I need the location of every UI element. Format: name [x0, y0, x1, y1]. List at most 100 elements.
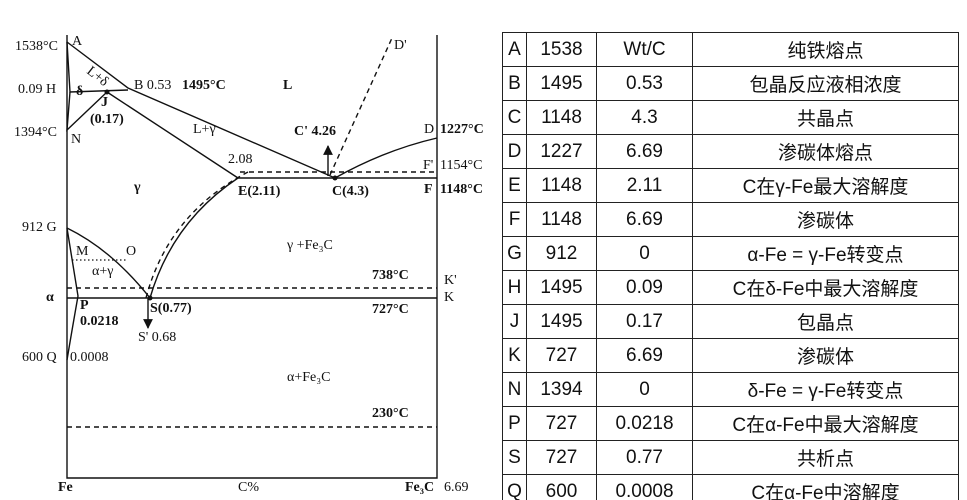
metastable-es	[145, 171, 249, 299]
description: C在α-Fe中溶解度	[692, 474, 959, 500]
carbon-content: 4.3	[596, 100, 693, 135]
table-row: Q 600 0.0008 C在α-Fe中溶解度	[502, 474, 959, 500]
carbon-content: 0.09	[596, 270, 693, 305]
diagram-label: δ	[76, 84, 83, 99]
diagram-label: α+Fe₃C	[287, 370, 330, 385]
table-row: K 727 6.69 渗碳体	[502, 338, 959, 373]
point-letter: N	[502, 372, 527, 407]
diagram-label: 738°C	[372, 268, 409, 283]
solidus-gamma	[106, 91, 437, 179]
description: 包晶反应液相浓度	[692, 66, 959, 101]
diagram-label: C' 4.26	[294, 124, 336, 139]
es-line	[149, 177, 239, 299]
carbon-content: 6.69	[596, 338, 693, 373]
diagram-label: 230°C	[372, 406, 409, 421]
temperature: 1495	[526, 66, 597, 101]
point-letter: B	[502, 66, 527, 101]
point	[147, 295, 153, 301]
diagram-label: M	[76, 244, 89, 259]
diagram-label: S' 0.68	[138, 330, 176, 345]
point-letter: J	[502, 304, 527, 339]
point-letter: A	[502, 32, 527, 67]
temperature: 1538	[526, 32, 597, 67]
diagram-label: Fe₃C	[405, 480, 434, 495]
carbon-content: 0.77	[596, 440, 693, 475]
temperature: 1227	[526, 134, 597, 169]
diagram-label: γ +Fe₃C	[286, 238, 333, 253]
temperature: 1148	[526, 202, 597, 237]
description: α-Fe = γ-Fe转变点	[692, 236, 959, 271]
carbon-content: 0	[596, 236, 693, 271]
temperature: 727	[526, 440, 597, 475]
table-row: D 1227 6.69 渗碳体熔点	[502, 134, 959, 169]
diagram-label: (0.17)	[90, 112, 124, 127]
carbon-content: 0.17	[596, 304, 693, 339]
carbon-content: 6.69	[596, 134, 693, 169]
temperature: 1495	[526, 270, 597, 305]
point-letter: D	[502, 134, 527, 169]
table-row: F 1148 6.69 渗碳体	[502, 202, 959, 237]
diagram-label: S(0.77)	[150, 301, 192, 316]
description: C在δ-Fe中最大溶解度	[692, 270, 959, 305]
table-row: C 1148 4.3 共晶点	[502, 100, 959, 135]
diagram-label: K	[444, 290, 454, 305]
diagram-label: L+δ	[84, 64, 112, 90]
phase-diagram: 1538°C A 0.09 H δL+δ B 0.53 1495°C L J (0.17) 139…	[14, 34, 484, 495]
gpq-line	[66, 227, 79, 361]
diagram-label: α+γ	[92, 264, 113, 279]
description: 渗碳体	[692, 338, 959, 373]
diagram-label: γ	[133, 180, 141, 195]
temperature: 1148	[526, 100, 597, 135]
diagram-label: C%	[238, 480, 259, 495]
point-letter: Q	[502, 474, 527, 500]
graphite-liquidus	[329, 37, 393, 176]
description: 包晶点	[692, 304, 959, 339]
frame	[66, 35, 438, 479]
diagram-label: D	[424, 122, 434, 137]
table-row: B 1495 0.53 包晶反应液相浓度	[502, 66, 959, 101]
point-letter: E	[502, 168, 527, 203]
description: 共晶点	[692, 100, 959, 135]
diagram-label: P	[80, 298, 89, 313]
phase-lines	[66, 35, 438, 479]
table-row: H 1495 0.09 C在δ-Fe中最大溶解度	[502, 270, 959, 305]
diagram-label: F	[424, 182, 433, 197]
description: 纯铁熔点	[692, 32, 959, 67]
diagram-label: 1495°C	[182, 78, 226, 93]
diagram-label: Fe	[58, 480, 73, 495]
diagram-label: K'	[444, 273, 457, 288]
delta-gamma-lines	[66, 91, 108, 132]
diagram-label: 0.09 H	[18, 82, 56, 97]
carbon-content: Wt/C	[596, 32, 693, 67]
description: C在γ-Fe最大溶解度	[692, 168, 959, 203]
diagram-label: 1538°C	[15, 39, 58, 54]
point-letter: C	[502, 100, 527, 135]
description: δ-Fe = γ-Fe转变点	[692, 372, 959, 407]
point-letter: G	[502, 236, 527, 271]
temperature: 1495	[526, 304, 597, 339]
diagram-label: N	[71, 132, 81, 147]
diagram-label: J	[101, 95, 108, 110]
diagram-label: 1154°C	[440, 158, 482, 173]
diagram-label: 2.08	[228, 152, 253, 167]
table-row: E 1148 2.11 C在γ-Fe最大溶解度	[502, 168, 959, 203]
diagram-label: D'	[394, 38, 407, 53]
diagram-label: 1148°C	[440, 182, 483, 197]
table-row: J 1495 0.17 包晶点	[502, 304, 959, 339]
description: C在α-Fe中最大溶解度	[692, 406, 959, 441]
diagram-label: α	[46, 290, 54, 305]
diagram-label: 912 G	[22, 220, 57, 235]
carbon-content: 6.69	[596, 202, 693, 237]
table-row: A 1538 Wt/C 纯铁熔点	[502, 32, 959, 67]
description: 渗碳体熔点	[692, 134, 959, 169]
point-table: A 1538 Wt/C 纯铁熔点 B 1495 0.53 包晶反应液相浓度 C 1148 4.3 共晶…	[502, 32, 959, 500]
diagram-label: O	[126, 244, 136, 259]
diagram-label: L	[283, 78, 292, 93]
table-row: N 1394 0 δ-Fe = γ-Fe转变点	[502, 372, 959, 407]
temperature: 727	[526, 338, 597, 373]
diagram-label: C(4.3)	[332, 184, 369, 199]
point	[332, 175, 338, 181]
point-letter: P	[502, 406, 527, 441]
carbon-content: 0.0008	[596, 474, 693, 500]
